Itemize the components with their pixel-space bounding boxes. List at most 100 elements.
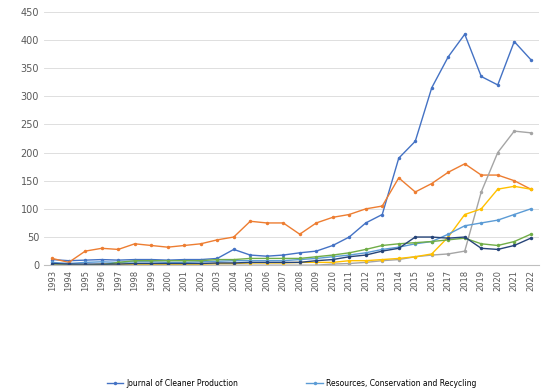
Sustainability (Switzerland) bbox=[214, 263, 221, 268]
Line: Journal of Industrial Ecology: Journal of Industrial Ecology bbox=[51, 232, 532, 267]
International Journal of Life Cycle Assessment bbox=[346, 212, 353, 217]
Journal of Industrial Ecology bbox=[362, 247, 369, 252]
International Journal of Life Cycle Assessment bbox=[65, 260, 72, 265]
International Journal of Life Cycle Assessment bbox=[148, 243, 155, 248]
Journal of Industrial Ecology bbox=[263, 256, 270, 261]
Journal of Industrial Ecology bbox=[412, 240, 419, 245]
Environmental Science and Technology bbox=[362, 253, 369, 257]
Resources, Conservation and Recycling bbox=[131, 259, 138, 264]
Journal of Industrial Ecology bbox=[313, 254, 320, 259]
Resources, Conservation and Recycling bbox=[445, 232, 452, 237]
Line: Resources, Conservation and Recycling: Resources, Conservation and Recycling bbox=[51, 207, 532, 265]
Resources, Conservation and Recycling bbox=[49, 260, 56, 265]
Sustainability (Switzerland) bbox=[148, 263, 155, 268]
Environmental Science and Technology bbox=[164, 261, 171, 266]
International Journal of Life Cycle Assessment bbox=[461, 161, 468, 166]
Resources, Conservation and Recycling bbox=[494, 218, 501, 222]
Environmental Science and Technology bbox=[412, 235, 419, 239]
Journal of Industrial Ecology bbox=[395, 241, 402, 246]
International Journal of Life Cycle Assessment bbox=[478, 173, 485, 177]
Science of the Total Environment bbox=[428, 252, 435, 256]
Journal of Cleaner Production bbox=[478, 74, 485, 79]
Sustainability (Switzerland) bbox=[164, 263, 171, 268]
International Journal of Life Cycle Assessment bbox=[49, 256, 56, 261]
Science of the Total Environment bbox=[131, 262, 138, 266]
International Journal of Life Cycle Assessment bbox=[197, 241, 204, 246]
Journal of Cleaner Production bbox=[428, 85, 435, 90]
Journal of Industrial Ecology bbox=[181, 258, 188, 263]
International Journal of Life Cycle Assessment bbox=[362, 207, 369, 211]
Resources, Conservation and Recycling bbox=[247, 258, 254, 263]
Sustainability (Switzerland) bbox=[98, 263, 105, 268]
Science of the Total Environment bbox=[115, 262, 122, 266]
Science of the Total Environment bbox=[478, 207, 485, 211]
Resources, Conservation and Recycling bbox=[428, 239, 435, 244]
Environmental Science and Technology bbox=[494, 247, 501, 252]
Journal of Cleaner Production bbox=[131, 257, 138, 262]
Journal of Industrial Ecology bbox=[461, 236, 468, 241]
Line: Science of the Total Environment: Science of the Total Environment bbox=[51, 184, 532, 267]
Science of the Total Environment bbox=[412, 254, 419, 259]
Journal of Cleaner Production bbox=[181, 257, 188, 262]
Science of the Total Environment bbox=[329, 260, 336, 265]
International Journal of Life Cycle Assessment bbox=[412, 190, 419, 194]
Journal of Cleaner Production bbox=[280, 253, 287, 257]
Resources, Conservation and Recycling bbox=[82, 260, 89, 265]
Resources, Conservation and Recycling bbox=[296, 257, 303, 262]
Science of the Total Environment bbox=[49, 263, 56, 268]
Journal of Cleaner Production bbox=[263, 254, 270, 259]
Environmental Science and Technology bbox=[230, 261, 237, 265]
Sustainability (Switzerland) bbox=[82, 263, 89, 268]
Environmental Science and Technology bbox=[197, 261, 204, 266]
Environmental Science and Technology bbox=[98, 262, 105, 266]
Journal of Industrial Ecology bbox=[148, 258, 155, 263]
Environmental Science and Technology bbox=[461, 235, 468, 239]
Journal of Cleaner Production bbox=[395, 156, 402, 161]
Line: International Journal of Life Cycle Assessment: International Journal of Life Cycle Asse… bbox=[51, 162, 532, 264]
Journal of Industrial Ecology bbox=[98, 263, 105, 268]
Environmental Science and Technology bbox=[247, 260, 254, 265]
Journal of Cleaner Production bbox=[98, 257, 105, 262]
International Journal of Life Cycle Assessment bbox=[131, 241, 138, 246]
International Journal of Life Cycle Assessment bbox=[115, 247, 122, 252]
Environmental Science and Technology bbox=[181, 261, 188, 266]
Environmental Science and Technology bbox=[428, 235, 435, 239]
International Journal of Life Cycle Assessment bbox=[98, 246, 105, 251]
Sustainability (Switzerland) bbox=[379, 258, 386, 263]
Science of the Total Environment bbox=[362, 258, 369, 263]
Journal of Industrial Ecology bbox=[115, 260, 122, 265]
Sustainability (Switzerland) bbox=[280, 263, 287, 268]
Sustainability (Switzerland) bbox=[461, 249, 468, 254]
Resources, Conservation and Recycling bbox=[230, 258, 237, 263]
Sustainability (Switzerland) bbox=[329, 262, 336, 266]
Science of the Total Environment bbox=[247, 261, 254, 265]
International Journal of Life Cycle Assessment bbox=[214, 238, 221, 242]
Journal of Cleaner Production bbox=[527, 57, 534, 62]
Science of the Total Environment bbox=[395, 256, 402, 261]
Journal of Industrial Ecology bbox=[494, 243, 501, 248]
Journal of Industrial Ecology bbox=[164, 258, 171, 263]
Environmental Science and Technology bbox=[445, 236, 452, 241]
Journal of Industrial Ecology bbox=[511, 239, 518, 244]
Journal of Cleaner Production bbox=[65, 258, 72, 263]
Journal of Cleaner Production bbox=[49, 257, 56, 262]
Resources, Conservation and Recycling bbox=[379, 247, 386, 252]
Line: Environmental Science and Technology: Environmental Science and Technology bbox=[51, 235, 532, 266]
Sustainability (Switzerland) bbox=[263, 263, 270, 268]
Journal of Industrial Ecology bbox=[82, 263, 89, 268]
Science of the Total Environment bbox=[445, 235, 452, 239]
Sustainability (Switzerland) bbox=[511, 129, 518, 133]
International Journal of Life Cycle Assessment bbox=[379, 204, 386, 208]
Sustainability (Switzerland) bbox=[247, 263, 254, 268]
Environmental Science and Technology bbox=[65, 262, 72, 266]
Resources, Conservation and Recycling bbox=[478, 221, 485, 225]
International Journal of Life Cycle Assessment bbox=[296, 232, 303, 237]
Sustainability (Switzerland) bbox=[49, 263, 56, 268]
Journal of Industrial Ecology bbox=[197, 258, 204, 263]
Journal of Cleaner Production bbox=[379, 212, 386, 217]
Journal of Industrial Ecology bbox=[49, 263, 56, 268]
International Journal of Life Cycle Assessment bbox=[428, 181, 435, 186]
Science of the Total Environment bbox=[214, 261, 221, 266]
Science of the Total Environment bbox=[461, 212, 468, 217]
Science of the Total Environment bbox=[313, 260, 320, 265]
